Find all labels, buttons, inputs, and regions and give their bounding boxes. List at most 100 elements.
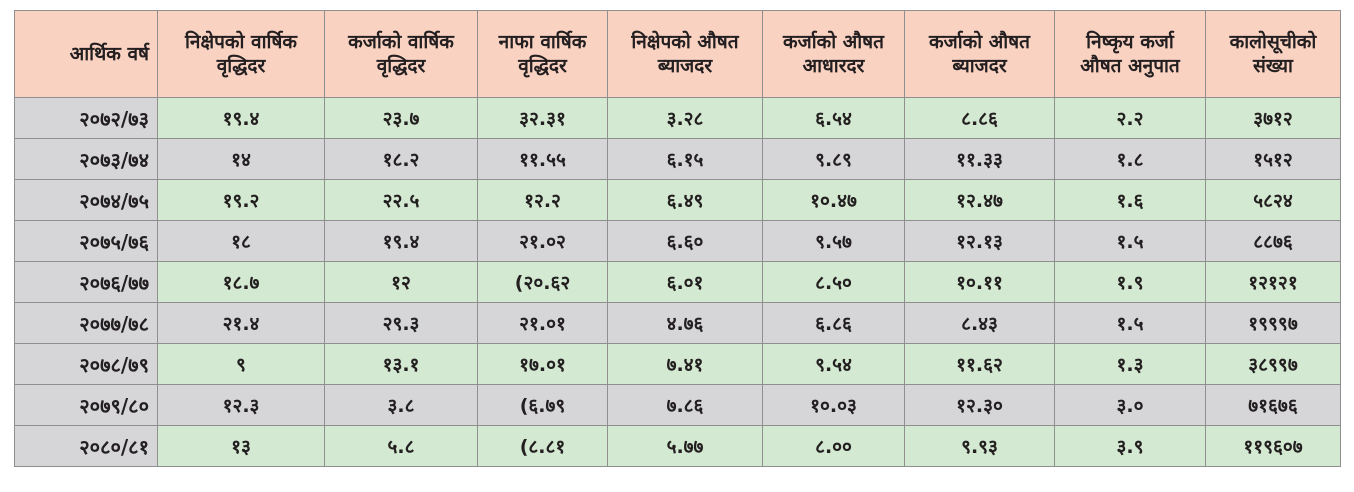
table-cell: १८.२ — [324, 138, 478, 180]
table-cell: १.९ — [1054, 261, 1206, 303]
table-cell: १३.१ — [324, 343, 478, 385]
table-cell: १.६ — [1054, 179, 1206, 221]
table-cell: ९.५७ — [762, 220, 905, 262]
table-cell: २१.४ — [157, 302, 325, 344]
table-cell: ११९६०७ — [1205, 425, 1341, 467]
header-loan-avg-interest: कर्जाको औषत ब्याजदर — [904, 10, 1055, 98]
header-text-line: नाफा वार्षिक — [498, 31, 587, 53]
table-cell: १३ — [157, 425, 325, 467]
header-deposit-annual-growth: निक्षेपको वार्षिक वृद्धिदर — [157, 10, 325, 98]
table-cell: ६.८६ — [762, 302, 905, 344]
table-body: २०७२/७३ १९.४ २३.७ ३२.३१ ३.२८ ६.५४ ८.८६ २.२ ३७१२ २… — [14, 97, 1341, 467]
table-cell: ३७१२ — [1205, 97, 1341, 139]
table-cell: १९९९७ — [1205, 302, 1341, 344]
header-deposit-avg-interest: निक्षेपको औषत ब्याजदर — [607, 10, 763, 98]
table-cell: १०.४७ — [762, 179, 905, 221]
table-row: २०७४/७५ १९.२ २२.५ १२.२ ६.४९ १०.४७ १२.४७ १.६ ५८२४ — [14, 179, 1341, 221]
table-cell: २१.०१ — [477, 302, 608, 344]
table-cell: १९.२ — [157, 179, 325, 221]
table-cell: ६.४९ — [607, 179, 763, 221]
table-cell: १२१२१ — [1205, 261, 1341, 303]
fiscal-year-cell: २०७९/८० — [14, 384, 158, 426]
table-cell: ३.० — [1054, 384, 1206, 426]
table-cell: ७१६७६ — [1205, 384, 1341, 426]
table-cell: ८.८६ — [904, 97, 1055, 139]
header-text-line: संख्या — [1253, 55, 1293, 77]
table-cell: ६.०१ — [607, 261, 763, 303]
header-npl-avg-ratio: निष्कृय कर्जा औषत अनुपात — [1054, 10, 1206, 98]
table-cell: ३.९ — [1054, 425, 1206, 467]
table-cell: (८.८१ — [477, 425, 608, 467]
table-cell: १२.३० — [904, 384, 1055, 426]
header-text-line: कर्जाको वार्षिक — [348, 31, 454, 53]
table-cell: ३.२८ — [607, 97, 763, 139]
table-cell: ६.५४ — [762, 97, 905, 139]
header-text-line: कर्जाको औषत — [929, 31, 1030, 53]
table-cell: ९.९३ — [904, 425, 1055, 467]
table-cell: १७.०१ — [477, 343, 608, 385]
table-cell: १९.४ — [324, 220, 478, 262]
table-cell: १२.१३ — [904, 220, 1055, 262]
table-cell: ८.५० — [762, 261, 905, 303]
table-cell: ५८२४ — [1205, 179, 1341, 221]
table-cell: ७.४१ — [607, 343, 763, 385]
header-loan-annual-growth: कर्जाको वार्षिक वृद्धिदर — [324, 10, 478, 98]
table-cell: २१.०२ — [477, 220, 608, 262]
table-cell: ७.८६ — [607, 384, 763, 426]
table-cell: ४.७६ — [607, 302, 763, 344]
table-cell: ११.५५ — [477, 138, 608, 180]
fiscal-year-cell: २०७३/७४ — [14, 138, 158, 180]
table-cell: १.३ — [1054, 343, 1206, 385]
header-fiscal-year: आर्थिक वर्ष — [14, 10, 158, 98]
table-cell: १२.४७ — [904, 179, 1055, 221]
table-cell: १.५ — [1054, 302, 1206, 344]
table-cell: २३.७ — [324, 97, 478, 139]
data-table-container: आर्थिक वर्ष निक्षेपको वार्षिक वृद्धिदर कर्ज… — [14, 10, 1341, 467]
fiscal-year-cell: २०७४/७५ — [14, 179, 158, 221]
table-cell: ८८७६ — [1205, 220, 1341, 262]
table-row: २०८०/८१ १३ ५.८ (८.८१ ५.७७ ८.०० ९.९३ ३.९ ११९६०७ — [14, 425, 1341, 467]
table-cell: १.८ — [1054, 138, 1206, 180]
fiscal-year-cell: २०७२/७३ — [14, 97, 158, 139]
header-text-line: कर्जाको औषत — [783, 31, 884, 53]
table-cell: ६.६० — [607, 220, 763, 262]
table-cell: १२ — [324, 261, 478, 303]
fiscal-year-cell: २०७८/७९ — [14, 343, 158, 385]
table-cell: १.५ — [1054, 220, 1206, 262]
header-text-line: आधारदर — [802, 55, 865, 77]
table-cell: ११.३३ — [904, 138, 1055, 180]
header-blacklist-count: कालोसूचीको संख्या — [1205, 10, 1341, 98]
fiscal-year-cell: २०८०/८१ — [14, 425, 158, 467]
table-cell: ५.८ — [324, 425, 478, 467]
header-row: आर्थिक वर्ष निक्षेपको वार्षिक वृद्धिदर कर्ज… — [14, 10, 1341, 98]
table-row: २०७९/८० १२.३ ३.८ (६.७९ ७.८६ १०.०३ १२.३० ३.० ७१६७… — [14, 384, 1341, 426]
table-cell: ३.८ — [324, 384, 478, 426]
table-cell: १८.७ — [157, 261, 325, 303]
header-text-line: कालोसूचीको — [1229, 31, 1317, 53]
header-loan-avg-base-rate: कर्जाको औषत आधारदर — [762, 10, 905, 98]
table-cell: ९.८९ — [762, 138, 905, 180]
fiscal-year-cell: २०७७/७८ — [14, 302, 158, 344]
table-cell: (२०.६२ — [477, 261, 608, 303]
fiscal-year-cell: २०७६/७७ — [14, 261, 158, 303]
header-text-line: ब्याजदर — [657, 55, 713, 77]
table-cell: २.२ — [1054, 97, 1206, 139]
table-row: २०७५/७६ १८ १९.४ २१.०२ ६.६० ९.५७ १२.१३ १.५ ८८७६ — [14, 220, 1341, 262]
table-cell: ५.७७ — [607, 425, 763, 467]
table-header: आर्थिक वर्ष निक्षेपको वार्षिक वृद्धिदर कर्ज… — [14, 10, 1341, 98]
table-cell: ३२.३१ — [477, 97, 608, 139]
table-row: २०७७/७८ २१.४ २९.३ २१.०१ ४.७६ ६.८६ ८.४३ १.५ १९९९७ — [14, 302, 1341, 344]
table-cell: १०.०३ — [762, 384, 905, 426]
header-profit-annual-growth: नाफा वार्षिक वृद्धिदर — [477, 10, 608, 98]
table-row: २०७३/७४ १४ १८.२ ११.५५ ६.१५ ९.८९ ११.३३ १.८ १५१२ — [14, 138, 1341, 180]
header-text-line: निष्कृय कर्जा — [1086, 31, 1174, 53]
table-cell: ९.५४ — [762, 343, 905, 385]
fiscal-year-cell: २०७५/७६ — [14, 220, 158, 262]
header-text-line: वृद्धिदर — [216, 55, 266, 77]
table-cell: ८.०० — [762, 425, 905, 467]
table-cell: ८.४३ — [904, 302, 1055, 344]
table-cell: १२.३ — [157, 384, 325, 426]
header-text-line: वृद्धिदर — [518, 55, 567, 77]
table-row: २०७२/७३ १९.४ २३.७ ३२.३१ ३.२८ ६.५४ ८.८६ २.२ ३७१२ — [14, 97, 1341, 139]
table-cell: १८ — [157, 220, 325, 262]
